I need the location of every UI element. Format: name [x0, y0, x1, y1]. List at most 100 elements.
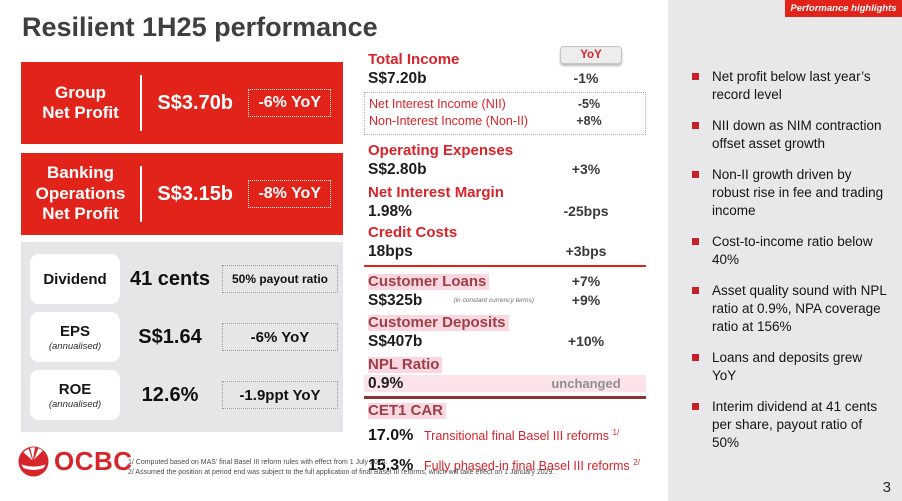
cet1-fully-phased-row: 15.3% Fully phased-in final Basel III re…	[364, 454, 646, 475]
list-item: Non-II growth driven by robust rise in f…	[692, 166, 888, 220]
desc-text: Transitional final Basel III reforms	[424, 429, 610, 444]
highlight-text: Interim dividend at 41 cents per share, …	[712, 399, 878, 450]
metric-delta: +3%	[571, 161, 601, 177]
metric-value: 1.98%	[368, 203, 412, 220]
row-note-badge: 50% payout ratio	[222, 265, 338, 293]
highlight-text: Asset quality sound with NPL ratio at 0.…	[712, 283, 887, 334]
list-item: Asset quality sound with NPL ratio at 0.…	[692, 282, 888, 336]
card-divider	[140, 75, 142, 131]
row-sublabel: (annualised)	[48, 340, 102, 352]
income-breakdown-box: Net Interest Income (NII) -5% Non-Intere…	[364, 92, 646, 135]
card-delta-badge: -8% YoY	[248, 180, 331, 208]
roe-row: ROE (annualised) 12.6% -1.9ppt YoY	[21, 370, 343, 420]
customer-deposits-row: S$407b +10%	[364, 333, 646, 350]
credit-costs-label: Credit Costs	[368, 224, 458, 241]
customer-loans-label-row: Customer Loans +7%	[364, 273, 646, 290]
bullet-square-icon	[692, 171, 699, 178]
npl-ratio-row: 0.9% unchanged	[364, 375, 646, 392]
bullet-square-icon	[692, 73, 699, 80]
metric-label: Net Interest Income (NII)	[369, 97, 506, 111]
group-net-profit-card: Group Net Profit S$3.70b -6% YoY	[21, 62, 343, 144]
summary-cards: Group Net Profit S$3.70b -6% YoY Banking…	[21, 62, 343, 244]
total-income-label: Total Income	[368, 51, 460, 68]
highlight-text: Loans and deposits grew YoY	[712, 350, 863, 383]
highlight-text: Cost-to-income ratio below 40%	[712, 234, 873, 267]
metric-value: S$407b	[368, 333, 423, 350]
label-box: ROE (annualised)	[30, 370, 120, 420]
dividend-row: Dividend 41 cents 50% payout ratio	[21, 254, 343, 304]
page-title: Resilient 1H25 performance	[22, 12, 378, 42]
nii-row: Net Interest Income (NII) -5%	[369, 96, 645, 113]
eps-row: EPS (annualised) S$1.64 -6% YoY	[21, 312, 343, 362]
row-label: EPS	[59, 322, 90, 340]
net-interest-margin-label: Net Interest Margin	[368, 184, 504, 201]
section-divider	[364, 396, 646, 399]
row-value: 12.6%	[141, 383, 199, 406]
net-interest-margin-row: 1.98% -25bps	[364, 203, 646, 220]
metric-value: S$325b	[368, 292, 423, 309]
highlights-panel: Net profit below last year’s record leve…	[668, 0, 902, 501]
card-label: Group Net Profit	[42, 82, 119, 122]
metric-value: S$2.80b	[368, 161, 427, 178]
customer-deposits-label: Customer Deposits	[364, 315, 646, 331]
metric-value: 18bps	[368, 243, 413, 260]
desc-text: Fully phased-in final Basel III reforms	[424, 459, 630, 474]
card-divider	[140, 166, 142, 222]
bullet-square-icon	[692, 403, 699, 410]
page-number: 3	[882, 479, 891, 496]
metric-delta: +7%	[571, 273, 601, 289]
row-value: 41 cents	[129, 267, 211, 290]
metric-delta: -5%	[577, 97, 601, 111]
metric-value: 15.3%	[368, 457, 414, 475]
row-note-badge: -6% YoY	[222, 323, 338, 351]
card-value: S$3.15b	[157, 182, 234, 205]
cet1-car-label: CET1 CAR	[364, 403, 646, 419]
bullet-square-icon	[692, 354, 699, 361]
bullet-square-icon	[692, 122, 699, 129]
highlighted-label: NPL Ratio	[368, 357, 443, 373]
footnote-line: 1/ Computed based on MAS’ final Basel II…	[128, 459, 388, 466]
ratio-panel: Dividend 41 cents 50% payout ratio EPS (…	[21, 242, 343, 432]
credit-costs-row: 18bps +3bps	[364, 243, 646, 260]
highlights-list: Net profit below last year’s record leve…	[668, 0, 902, 452]
performance-highlights-ribbon: Performance highlights	[785, 0, 902, 17]
metric-delta: +8%	[576, 114, 602, 128]
logo-wordmark: OCBC	[54, 446, 133, 476]
non-ii-row: Non-Interest Income (Non-II) +8%	[369, 113, 645, 130]
highlighted-label: CET1 CAR	[368, 403, 447, 419]
metric-delta: +9%	[571, 292, 601, 308]
label-box: EPS (annualised)	[30, 312, 120, 362]
operating-expenses-row: S$2.80b +3%	[364, 161, 646, 178]
metric-delta: unchanged	[551, 376, 621, 391]
list-item: Interim dividend at 41 cents per share, …	[692, 398, 888, 452]
row-label: ROE	[58, 380, 92, 398]
card-delta-badge: -6% YoY	[248, 89, 331, 117]
metric-delta: -25bps	[563, 203, 609, 219]
bullet-square-icon	[692, 287, 699, 294]
section-divider	[364, 265, 646, 267]
metric-delta: +10%	[567, 333, 605, 349]
metric-delta: -1%	[573, 70, 599, 86]
label-box: Dividend	[30, 254, 120, 304]
list-item: Net profit below last year’s record leve…	[692, 68, 888, 104]
metrics-column: YoY Total Income S$7.20b -1% Net Interes…	[364, 44, 646, 475]
metric-delta: +3bps	[565, 243, 607, 259]
bullet-square-icon	[692, 238, 699, 245]
footnotes: 1/ Computed based on MAS’ final Basel II…	[128, 458, 554, 477]
yoy-header-badge: YoY	[560, 46, 622, 64]
row-note-badge: -1.9ppt YoY	[222, 381, 338, 409]
highlight-text: Net profit below last year’s record leve…	[712, 69, 871, 102]
currency-note: (in constant currency terms)	[453, 297, 534, 304]
cet1-transitional-row: 17.0% Transitional final Basel III refor…	[364, 424, 646, 445]
card-value: S$3.70b	[157, 91, 234, 114]
metric-value: S$7.20b	[368, 70, 427, 87]
footnote-marker: 2/	[633, 458, 640, 468]
ocbc-logo: OCBC	[18, 446, 133, 477]
metric-label: Non-Interest Income (Non-II)	[369, 114, 529, 128]
metric-value: 17.0%	[368, 427, 414, 445]
metric-desc: Transitional final Basel III reforms 1/	[424, 424, 619, 445]
row-value: S$1.64	[138, 325, 202, 348]
footnote-line: 2/ Assumed the position at period end wa…	[128, 468, 555, 476]
card-label: Banking Operations Net Profit	[35, 163, 126, 224]
